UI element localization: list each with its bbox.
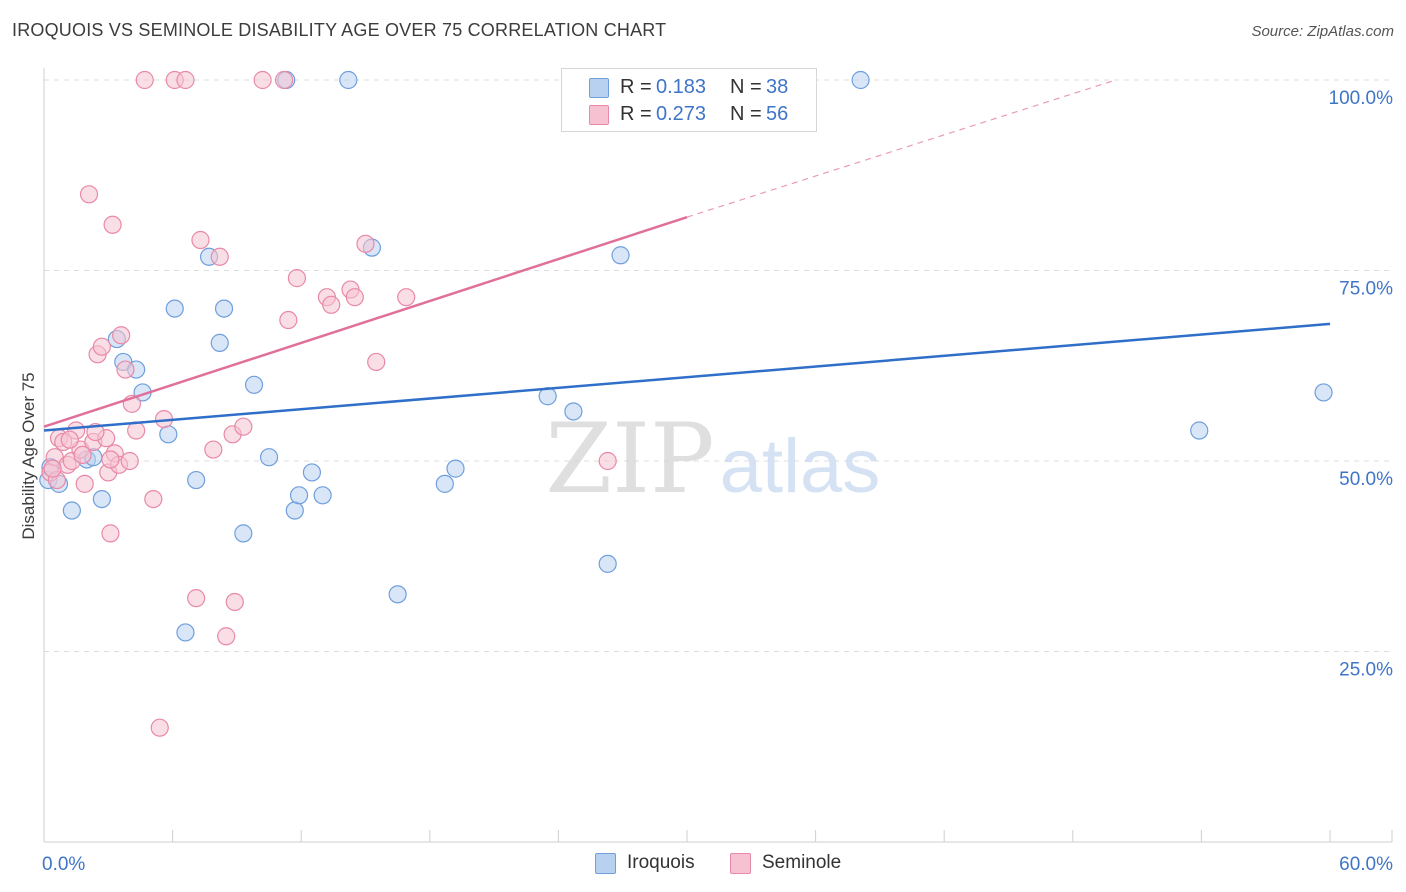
seminole-point xyxy=(274,70,294,90)
seminole-point xyxy=(279,310,298,330)
iroquois-point xyxy=(851,70,870,90)
iroquois-point xyxy=(187,470,206,490)
iroquois-point xyxy=(92,490,111,509)
legend-swatch-iroquois xyxy=(595,853,616,874)
iroquois-point xyxy=(302,463,322,482)
iroquois-point xyxy=(1314,383,1333,402)
points-layer xyxy=(39,70,1333,737)
iroquois-point xyxy=(62,501,81,520)
seminole-point xyxy=(253,70,272,90)
y-tick-label: 75.0% xyxy=(1339,279,1393,300)
seminole-point xyxy=(92,337,111,356)
iroquois-point xyxy=(285,501,304,520)
legend-r-label: R = xyxy=(620,76,652,98)
seminole-point xyxy=(322,295,341,314)
iroquois-point xyxy=(598,554,617,573)
iroquois-point xyxy=(210,333,229,352)
iroquois-point xyxy=(165,299,184,318)
y-tick-label: 25.0% xyxy=(1339,660,1393,681)
legend-swatch-iroquois xyxy=(589,78,609,98)
watermark-atlas: atlas xyxy=(720,424,881,509)
legend-r-label: R = xyxy=(620,103,652,125)
legend-swatch-seminole xyxy=(730,853,751,874)
seminole-point xyxy=(210,247,229,266)
trend-layer xyxy=(43,79,1331,432)
seminole-point xyxy=(75,474,94,493)
iroquois-point xyxy=(214,299,234,318)
legend-n-value: 38 xyxy=(766,76,789,98)
y-tick-label: 50.0% xyxy=(1339,469,1393,490)
seminole-point xyxy=(367,352,386,372)
watermark-zip: ZIP xyxy=(545,403,714,515)
seminole-point xyxy=(135,70,154,90)
iroquois-point xyxy=(159,425,178,444)
seminole-point xyxy=(204,440,223,459)
iroquois-point xyxy=(234,524,253,543)
seminole-point xyxy=(176,70,195,90)
grid-layer xyxy=(44,79,1392,652)
seminole-point xyxy=(191,230,210,250)
chart-title: IROQUOIS VS SEMINOLE DISABILITY AGE OVER… xyxy=(12,20,667,40)
iroquois-point xyxy=(244,375,264,394)
seminole-point xyxy=(234,417,253,436)
seminole-point xyxy=(225,592,244,612)
seminole-point xyxy=(120,451,139,471)
iroquois-point xyxy=(611,246,630,265)
legend-label-seminole: Seminole xyxy=(762,852,842,873)
seminole-point xyxy=(345,288,364,307)
seminole-point xyxy=(356,234,375,253)
iroquois-point xyxy=(259,448,279,467)
iroquois-point xyxy=(289,486,309,505)
seminole-point xyxy=(287,269,307,288)
seminole-point xyxy=(598,451,617,471)
iroquois-point xyxy=(564,402,583,421)
seminole-point xyxy=(217,627,236,646)
seminole-point xyxy=(187,589,206,608)
seminole-point xyxy=(73,445,92,465)
legend-n-value: 56 xyxy=(766,103,789,125)
iroquois-point xyxy=(446,459,465,478)
seminole-point xyxy=(101,450,120,469)
iroquois-point xyxy=(388,585,407,604)
seminole-point xyxy=(116,360,135,379)
iroquois-point xyxy=(176,623,195,642)
seminole-point xyxy=(60,430,79,449)
x-tick-label: 0.0% xyxy=(42,854,85,875)
legend-label-iroquois: Iroquois xyxy=(627,852,695,873)
chart-source: Source: ZipAtlas.com xyxy=(1251,23,1394,40)
iroquois-trend-line xyxy=(43,322,1331,432)
seminole-point xyxy=(144,490,163,509)
seminole-point xyxy=(112,326,131,345)
iroquois-point xyxy=(339,70,358,90)
seminole-point xyxy=(79,185,99,204)
seminole-point xyxy=(101,524,120,543)
legend-n-label: N = xyxy=(730,103,762,125)
legend-r-value: 0.273 xyxy=(656,103,707,125)
legend-r-value: 0.183 xyxy=(656,76,707,98)
x-tick-label: 60.0% xyxy=(1339,854,1393,875)
y-axis-title: Disability Age Over 75 xyxy=(19,372,38,539)
legend-swatch-seminole xyxy=(589,105,609,125)
seminole-point xyxy=(43,459,62,478)
iroquois-point xyxy=(313,486,332,505)
seminole-point xyxy=(103,215,122,234)
legend-n-label: N = xyxy=(730,76,762,98)
seminole-point xyxy=(150,718,169,737)
seminole-point xyxy=(397,288,416,307)
iroquois-point xyxy=(435,474,454,493)
seminole-trend-line xyxy=(43,215,688,428)
watermark: ZIP atlas xyxy=(545,403,880,515)
stats-legend: R = 0.183 N = 38 R = 0.273 N = 56 xyxy=(561,68,817,132)
iroquois-point xyxy=(1190,421,1209,440)
y-tick-label: 100.0% xyxy=(1329,88,1394,109)
seminole-trend-extension xyxy=(686,79,1116,218)
axis-layer: 25.0% 50.0% 75.0% 100.0% 0.0% 60.0% xyxy=(42,68,1393,875)
